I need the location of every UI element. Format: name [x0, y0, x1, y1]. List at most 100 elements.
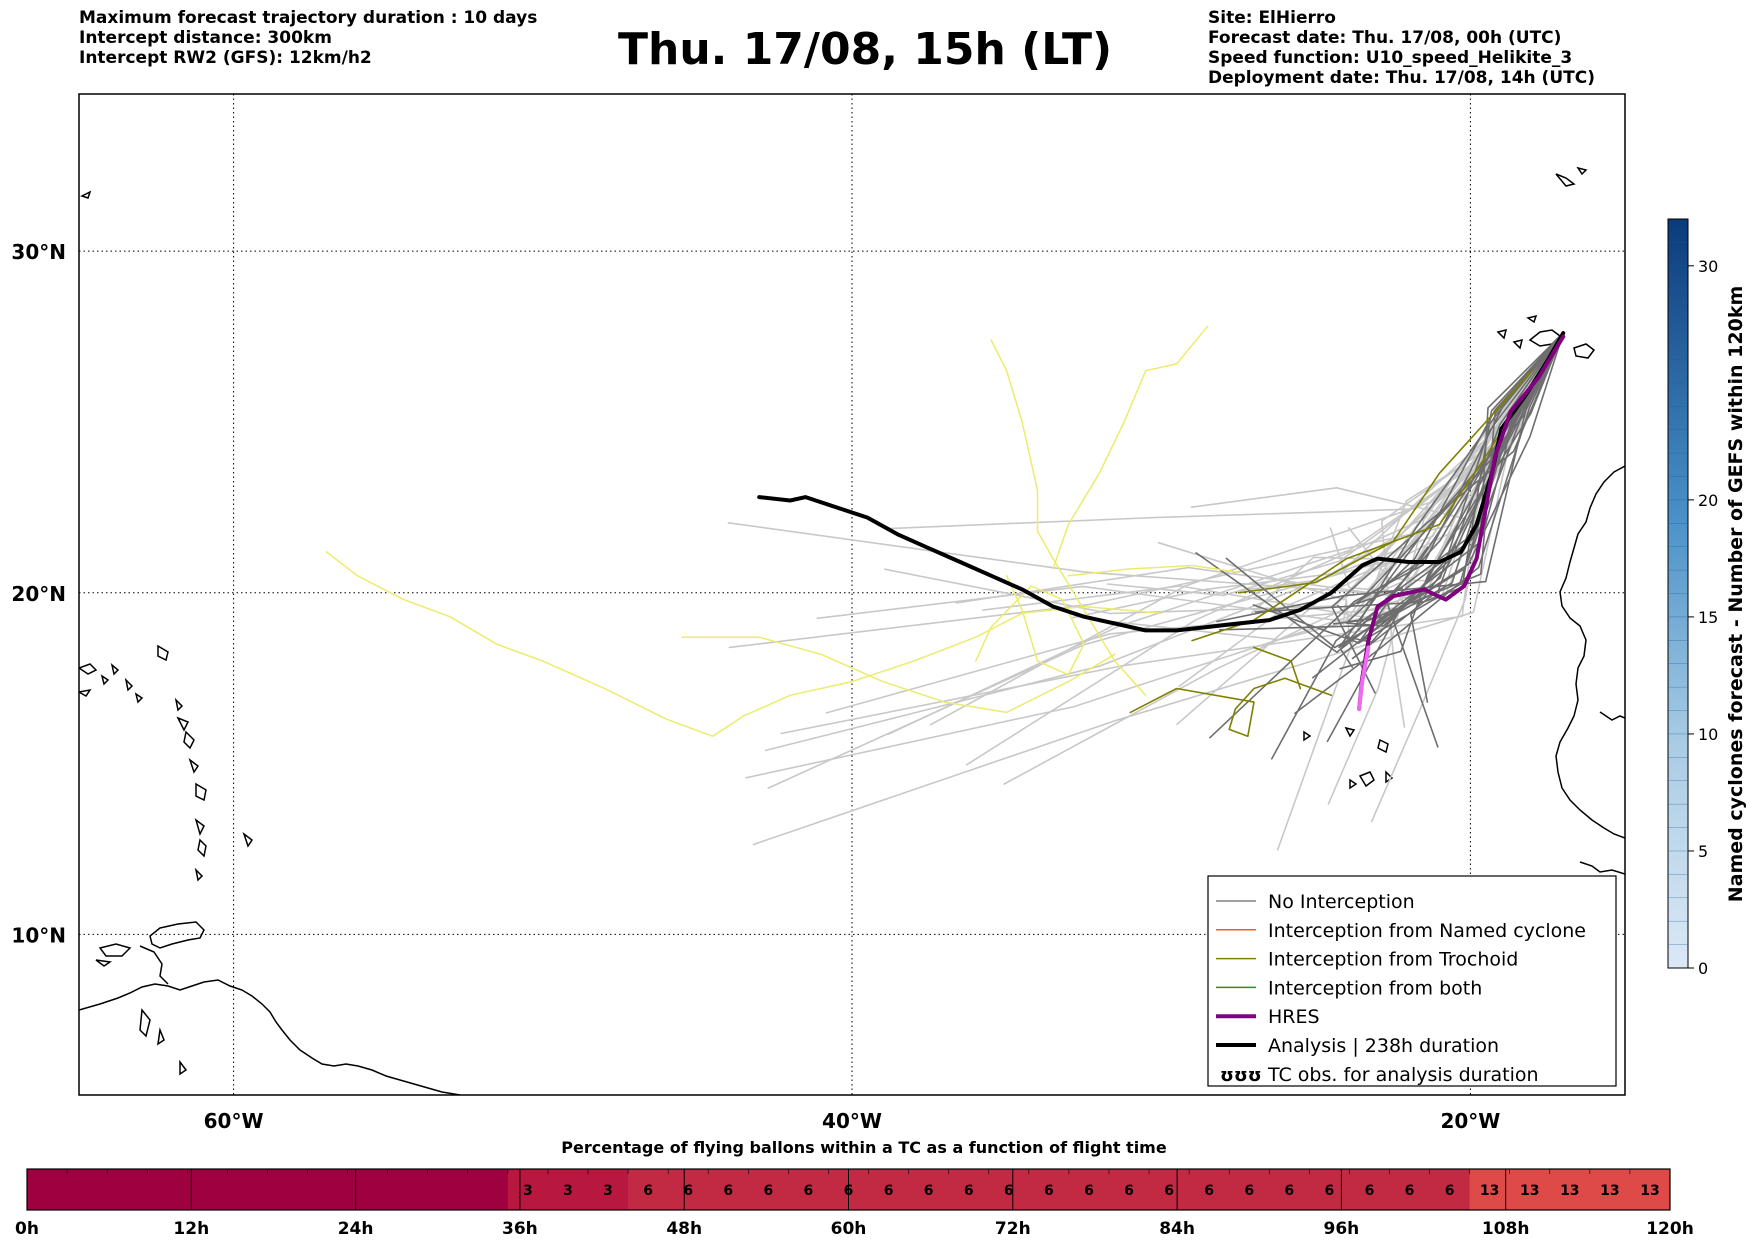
bar-cell: [868, 1169, 910, 1210]
colorbar-label: Named cyclones forecast - Number of GEFS…: [1725, 286, 1747, 903]
trochoid-track: [1253, 646, 1302, 690]
analysis-track: [757, 331, 1566, 633]
ensemble-track-light: [930, 332, 1564, 726]
ensemble-track-light: [1003, 332, 1564, 785]
bar-cell: [427, 1169, 469, 1210]
bar-cell: [547, 1169, 589, 1210]
bar-cell: [1629, 1169, 1671, 1210]
colorbar-tick-label: 0: [1698, 959, 1708, 978]
bar-cell: [1229, 1169, 1270, 1210]
hres-track: [1357, 334, 1566, 711]
bar-cell-label: 6: [924, 1183, 934, 1199]
bar-cell: [27, 1169, 68, 1210]
bar-cell: [1469, 1169, 1511, 1210]
bar-cell-label: 6: [683, 1183, 693, 1199]
colorbar-tick-label: 20: [1698, 491, 1718, 510]
bar-cell-label: 6: [1365, 1183, 1375, 1199]
trajectory-tracks: [325, 325, 1566, 851]
bar-cell-label: 13: [1560, 1183, 1579, 1199]
header-line: Maximum forecast trajectory duration : 1…: [79, 8, 538, 28]
bar-tick-label: 24h: [338, 1219, 374, 1239]
bar-cell: [227, 1169, 268, 1210]
bar-tick-label: 48h: [666, 1219, 702, 1239]
bar-cell: [788, 1169, 829, 1210]
bar-tick-label: 72h: [995, 1219, 1031, 1239]
yellow-track: [1067, 564, 1240, 577]
no-interception-track: [1225, 332, 1564, 649]
trochoid-track: [1237, 369, 1533, 594]
legend-label: HRES: [1268, 1006, 1320, 1028]
lon-tick-label: 20°W: [1440, 1109, 1500, 1133]
bar-cell: [1349, 1169, 1390, 1210]
bar-cell-label: 13: [1600, 1183, 1619, 1199]
bar-cell-label: 3: [563, 1183, 573, 1199]
coastline: [79, 166, 1625, 1095]
bar-cell: [1589, 1169, 1631, 1210]
bar-cell: [1549, 1169, 1591, 1210]
yellow-track: [990, 339, 1147, 697]
yellow-track: [974, 574, 1085, 676]
bar-cell-label: 13: [1480, 1183, 1499, 1199]
legend-label: Interception from Trochoid: [1268, 949, 1518, 971]
bar-tick-label: 84h: [1159, 1219, 1195, 1239]
axis-labels: 60°W 40°W 20°W 30°N 20°N 10°N: [11, 240, 1500, 1133]
bar-cell-label: 13: [1520, 1183, 1539, 1199]
lat-tick-label: 20°N: [11, 582, 66, 606]
bar-cell-label: 6: [1244, 1183, 1254, 1199]
hres-track-start: [1357, 645, 1371, 711]
bar-cell: [1028, 1169, 1070, 1210]
trochoid-track: [1129, 677, 1333, 738]
yellow-track: [325, 551, 1162, 738]
bar-cell-label: 6: [1044, 1183, 1054, 1199]
bar-cell-label: 6: [1284, 1183, 1294, 1199]
bar-cell: [948, 1169, 990, 1210]
legend-label: No Interception: [1268, 891, 1415, 913]
no-interception-track: [1252, 332, 1564, 644]
bar-cell: [1269, 1169, 1310, 1210]
bar-cell: [67, 1169, 108, 1210]
bar-cell: [988, 1169, 1030, 1210]
bar-tick-label: 36h: [502, 1219, 538, 1239]
ensemble-track-light: [1176, 332, 1564, 726]
legend-label: Interception from both: [1268, 977, 1482, 999]
bar-cell: [267, 1169, 309, 1210]
legend-label: TC obs. for analysis duration: [1267, 1064, 1539, 1086]
bar-cell-label: 6: [804, 1183, 814, 1199]
header-line: Intercept RW2 (GFS): 12km/h2: [79, 48, 372, 68]
bar-cell: [107, 1169, 148, 1210]
bar-cell: [1108, 1169, 1150, 1210]
header-info-left: Maximum forecast trajectory duration : 1…: [79, 8, 537, 68]
bar-cell: [668, 1169, 709, 1210]
bar-cell: [307, 1169, 349, 1210]
header-line: Deployment date: Thu. 17/08, 14h (UTC): [1208, 68, 1595, 88]
bar-cell-label: 6: [1164, 1183, 1174, 1199]
map-frame: [78, 93, 1626, 1096]
yellow-track: [1052, 325, 1209, 570]
ensemble-track-light: [887, 332, 1564, 736]
bar-cell-label: 6: [1445, 1183, 1455, 1199]
legend-label: Analysis | 238h duration: [1268, 1035, 1499, 1057]
no-interception-track: [1331, 332, 1564, 694]
ensemble-track-light: [886, 332, 1564, 530]
bar-cell-label: 3: [603, 1183, 613, 1199]
page-title: Thu. 17/08, 15h (LT): [618, 24, 1113, 75]
ensemble-track-light: [764, 332, 1564, 752]
bar-tick-label: 0h: [15, 1219, 39, 1239]
lat-tick-label: 10°N: [11, 923, 66, 947]
bar-cell-label: 6: [1084, 1183, 1094, 1199]
bar-cell-label: 6: [1325, 1183, 1335, 1199]
bar-title: Percentage of flying ballons within a TC…: [561, 1138, 1167, 1157]
colorbar-tick-label: 30: [1698, 257, 1718, 276]
legend-label: Interception from Named cyclone: [1268, 920, 1586, 942]
no-interception-track: [1294, 332, 1564, 715]
bar-cell: [748, 1169, 789, 1210]
flight-time-bar: Percentage of flying ballons within a TC…: [15, 1138, 1694, 1239]
no-interception-track: [1326, 332, 1564, 743]
no-interception-track: [1346, 332, 1564, 623]
legend-box: [1207, 875, 1617, 1087]
bar-cell: [1389, 1169, 1431, 1210]
bar-cell: [588, 1169, 629, 1210]
bar-cell-label: 6: [1004, 1183, 1014, 1199]
bar-cell: [147, 1169, 188, 1210]
